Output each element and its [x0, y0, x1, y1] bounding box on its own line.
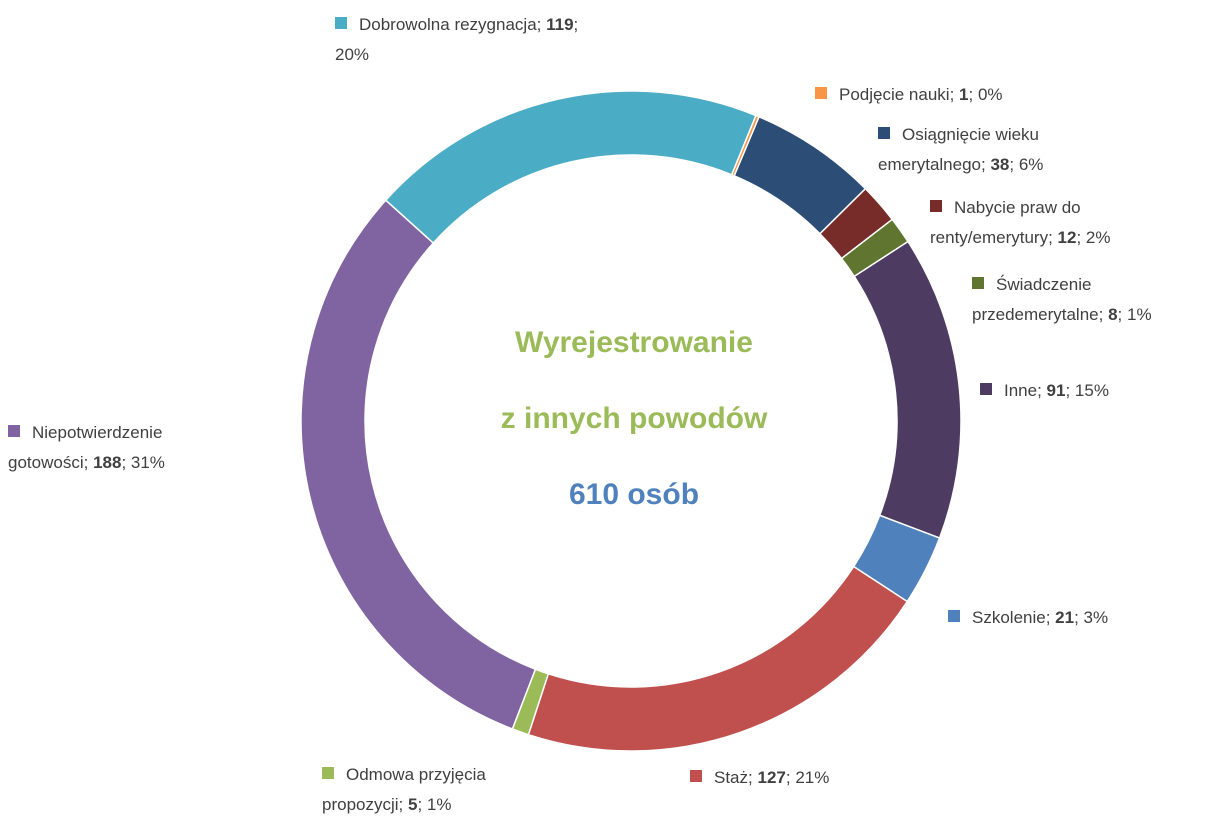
- label-percent: 15%: [1074, 381, 1109, 400]
- label-value: 12: [1057, 228, 1077, 247]
- legend-swatch: [815, 87, 827, 99]
- label-value: 119: [546, 15, 574, 34]
- label-value: 8: [1108, 305, 1118, 324]
- label-sep: ;: [417, 795, 427, 814]
- donut-slice: [527, 565, 909, 752]
- label-value: 127: [757, 768, 786, 787]
- label-sep: ;: [1037, 381, 1047, 400]
- label-sep: ;: [398, 795, 408, 814]
- label-percent: 21%: [795, 768, 830, 787]
- data-label: Osiągnięcie wieku emerytalnego; 38; 6%: [878, 120, 1068, 180]
- label-percent: 6%: [1018, 155, 1044, 174]
- label-sep: ;: [1074, 608, 1084, 627]
- label-name: Dobrowolna rezygnacja: [359, 15, 537, 34]
- label-name: Podjęcie nauki: [839, 85, 950, 104]
- label-name: Osiągnięcie wieku emerytalnego: [878, 125, 1040, 174]
- data-label: Nabycie praw do renty/emerytury; 12; 2%: [930, 193, 1160, 253]
- data-label: Niepotwierdzenie gotowości; 188; 31%: [8, 418, 238, 478]
- data-label: Inne; 91; 15%: [980, 376, 1220, 406]
- label-sep: ;: [748, 768, 758, 787]
- label-sep: ;: [949, 85, 960, 104]
- label-sep: ;: [536, 15, 547, 34]
- label-value: 91: [1046, 381, 1066, 400]
- label-percent: 31%: [130, 453, 165, 472]
- center-text: Wyrejestrowanie: [515, 326, 753, 359]
- donut-slice: [511, 668, 550, 736]
- data-label: Świadczenie przedemerytalne; 8; 1%: [972, 270, 1202, 330]
- label-name: Szkolenie: [972, 608, 1046, 627]
- label-percent: 1%: [1127, 305, 1152, 324]
- label-name: Niepotwierdzenie gotowości: [8, 423, 163, 472]
- label-percent: 2%: [1085, 228, 1111, 247]
- label-name: Inne: [1004, 381, 1038, 400]
- label-sep: ;: [1048, 228, 1058, 247]
- label-sep: ;: [1065, 381, 1075, 400]
- label-sep: ;: [83, 453, 94, 472]
- label-name: Odmowa przyjęcia propozycji: [322, 765, 486, 814]
- label-name: Nabycie praw do renty/emerytury: [930, 198, 1081, 247]
- donut-slice: [853, 240, 962, 539]
- donut-slice: [818, 187, 894, 260]
- label-sep: ;: [1117, 305, 1127, 324]
- label-value: 5: [408, 795, 418, 814]
- center-text: z innych powodów: [501, 402, 768, 435]
- legend-swatch: [335, 17, 347, 29]
- label-sep: ;: [1076, 228, 1086, 247]
- legend-swatch: [690, 770, 702, 782]
- legend-swatch: [322, 767, 334, 779]
- label-sep: ;: [968, 85, 978, 104]
- donut-slice: [852, 514, 941, 603]
- donut-slice: [840, 218, 909, 278]
- label-percent: 0%: [977, 85, 1003, 104]
- data-label: Odmowa przyjęcia propozycji; 5; 1%: [322, 760, 537, 820]
- data-label: Podjęcie nauki; 1; 0%: [815, 80, 1135, 110]
- legend-swatch: [980, 383, 992, 395]
- donut-slice: [733, 115, 867, 235]
- legend-swatch: [972, 277, 984, 289]
- label-name: Staż: [714, 768, 749, 787]
- data-label: Dobrowolna rezygnacja; 119; 20%: [335, 10, 585, 70]
- label-sep: ;: [785, 768, 796, 787]
- donut-slice: [384, 90, 757, 245]
- donut-slice: [300, 199, 537, 730]
- label-percent: 1%: [426, 795, 452, 814]
- data-label: Staż; 127; 21%: [690, 763, 950, 793]
- label-sep: ;: [1045, 608, 1056, 627]
- label-sep: ;: [1098, 305, 1109, 324]
- label-percent: 20%: [335, 45, 370, 64]
- label-value: 21: [1055, 608, 1075, 627]
- label-name: Świadczenie przedemerytalne: [972, 275, 1099, 324]
- label-value: 1: [959, 85, 969, 104]
- data-label: Szkolenie; 21; 3%: [948, 603, 1208, 633]
- legend-swatch: [930, 200, 942, 212]
- label-sep: ;: [121, 453, 131, 472]
- label-percent: 3%: [1083, 608, 1109, 627]
- label-sep: ;: [573, 15, 583, 34]
- legend-swatch: [878, 127, 890, 139]
- label-sep: ;: [981, 155, 991, 174]
- center-text: 610 osób: [569, 478, 699, 511]
- legend-swatch: [8, 425, 20, 437]
- legend-swatch: [948, 610, 960, 622]
- label-value: 188: [93, 453, 122, 472]
- label-sep: ;: [1009, 155, 1019, 174]
- label-value: 38: [990, 155, 1010, 174]
